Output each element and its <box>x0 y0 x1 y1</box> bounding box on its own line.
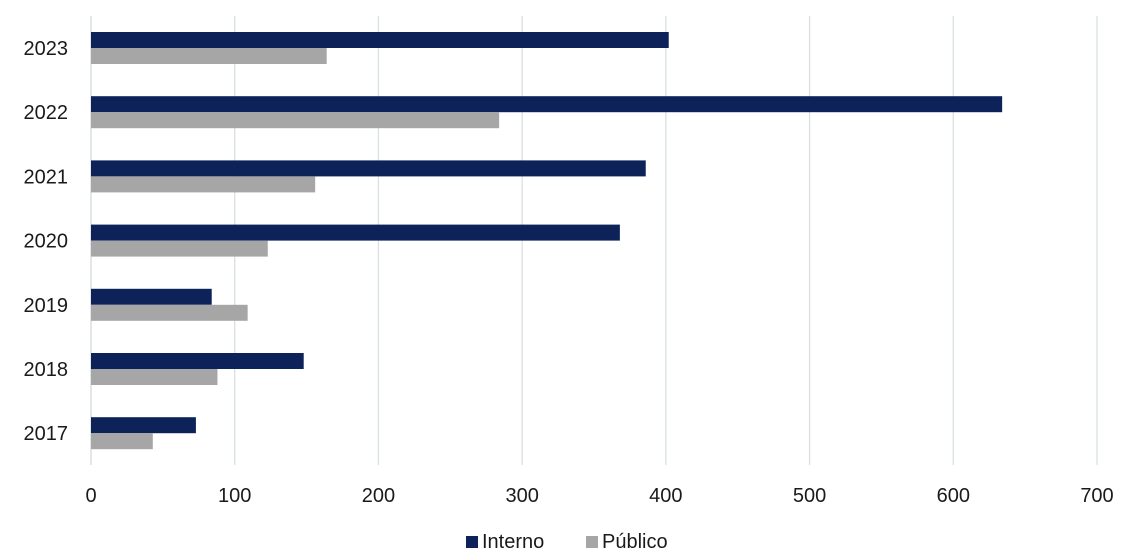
y-tick-label: 2019 <box>24 295 69 317</box>
bar-interno-2020 <box>91 224 620 241</box>
bar-interno-2022 <box>91 96 1003 113</box>
x-axis-labels: 0 100 200 300 400 500 600 700 <box>85 485 1113 507</box>
y-tick-label: 2023 <box>24 38 69 60</box>
bar-interno-2018 <box>91 353 304 369</box>
x-tick-label: 100 <box>218 485 251 507</box>
bar-pblico-2018 <box>91 369 218 385</box>
bar-pblico-2020 <box>91 240 268 257</box>
y-tick-label: 2021 <box>24 166 69 188</box>
x-tick-label: 400 <box>649 485 682 507</box>
x-tick-label: 600 <box>937 485 970 507</box>
x-tick-label: 0 <box>85 485 96 507</box>
y-axis-labels: 2023 2022 2021 2020 2019 2018 2017 <box>24 38 69 445</box>
bar-pblico-2017 <box>91 433 153 450</box>
y-tick-label: 2020 <box>24 231 69 253</box>
y-tick-label: 2022 <box>24 102 69 124</box>
bar-pblico-2022 <box>91 112 500 129</box>
y-tick-label: 2018 <box>24 359 69 381</box>
bar-pblico-2023 <box>91 48 327 64</box>
legend-swatch-pblico <box>586 536 598 548</box>
bars <box>91 32 1003 450</box>
bar-interno-2017 <box>91 417 196 434</box>
legend-label: Público <box>602 531 668 553</box>
x-tick-label: 200 <box>362 485 395 507</box>
legend-swatch-interno <box>466 536 478 548</box>
x-tick-label: 700 <box>1080 485 1113 507</box>
bar-pblico-2019 <box>91 304 248 321</box>
bar-interno-2023 <box>91 32 669 48</box>
bar-interno-2021 <box>91 160 646 177</box>
x-tick-label: 500 <box>793 485 826 507</box>
bar-pblico-2021 <box>91 176 316 193</box>
y-tick-label: 2017 <box>24 423 69 445</box>
bar-interno-2019 <box>91 288 212 305</box>
x-tick-label: 300 <box>505 485 538 507</box>
legend: Interno Público <box>466 531 668 553</box>
legend-label: Interno <box>482 531 544 553</box>
